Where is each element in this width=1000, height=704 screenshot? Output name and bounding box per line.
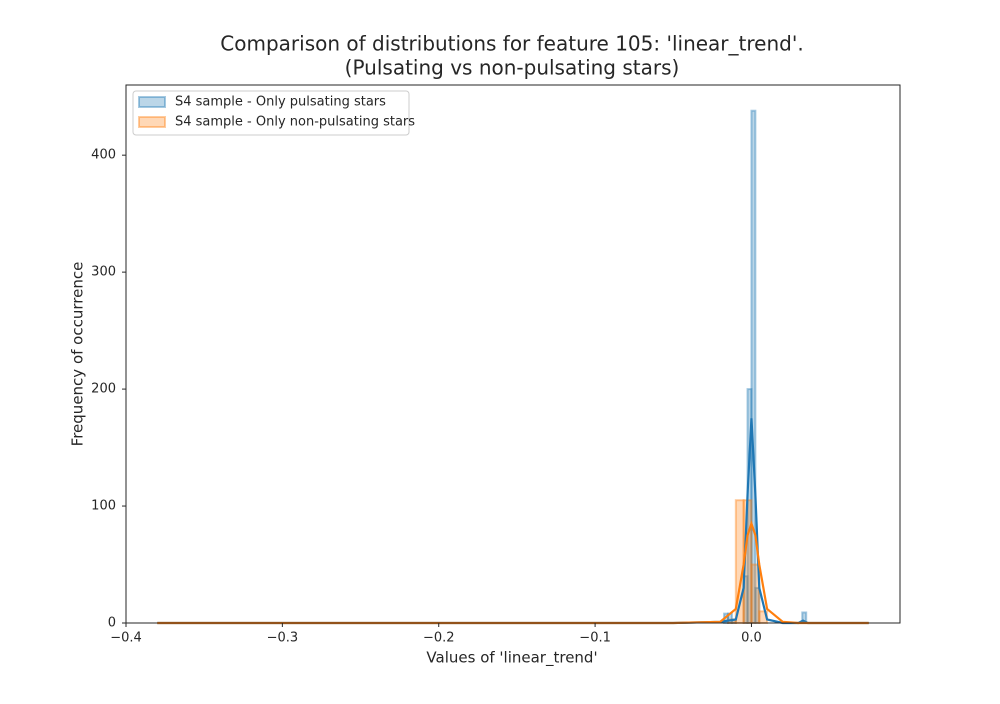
legend-label: S4 sample - Only pulsating stars <box>175 95 386 110</box>
x-tick-label: −0.4 <box>110 631 142 646</box>
x-tick-label: −0.2 <box>423 631 455 646</box>
y-tick-label: 200 <box>91 382 116 397</box>
legend-swatch <box>138 116 166 128</box>
y-tick-label: 0 <box>108 616 116 631</box>
plot-frame <box>125 84 901 624</box>
legend-label: S4 sample - Only non-pulsating stars <box>175 115 415 130</box>
x-axis-label: Values of 'linear_trend' <box>426 649 597 668</box>
x-tick-label: −0.3 <box>267 631 299 646</box>
legend-swatch <box>138 96 166 108</box>
x-tick-label: −0.1 <box>579 631 611 646</box>
y-axis-label: Frequency of occurrence <box>69 262 87 447</box>
chart-title: (Pulsating vs non-pulsating stars) <box>345 56 680 80</box>
x-tick-label: 0.0 <box>741 631 762 646</box>
legend-box <box>132 90 410 136</box>
y-tick-label: 300 <box>91 265 116 280</box>
y-tick-label: 100 <box>91 499 116 514</box>
kde-line <box>157 418 869 625</box>
chart-title: Comparison of distributions for feature … <box>220 32 803 56</box>
y-tick-label: 400 <box>91 148 116 163</box>
